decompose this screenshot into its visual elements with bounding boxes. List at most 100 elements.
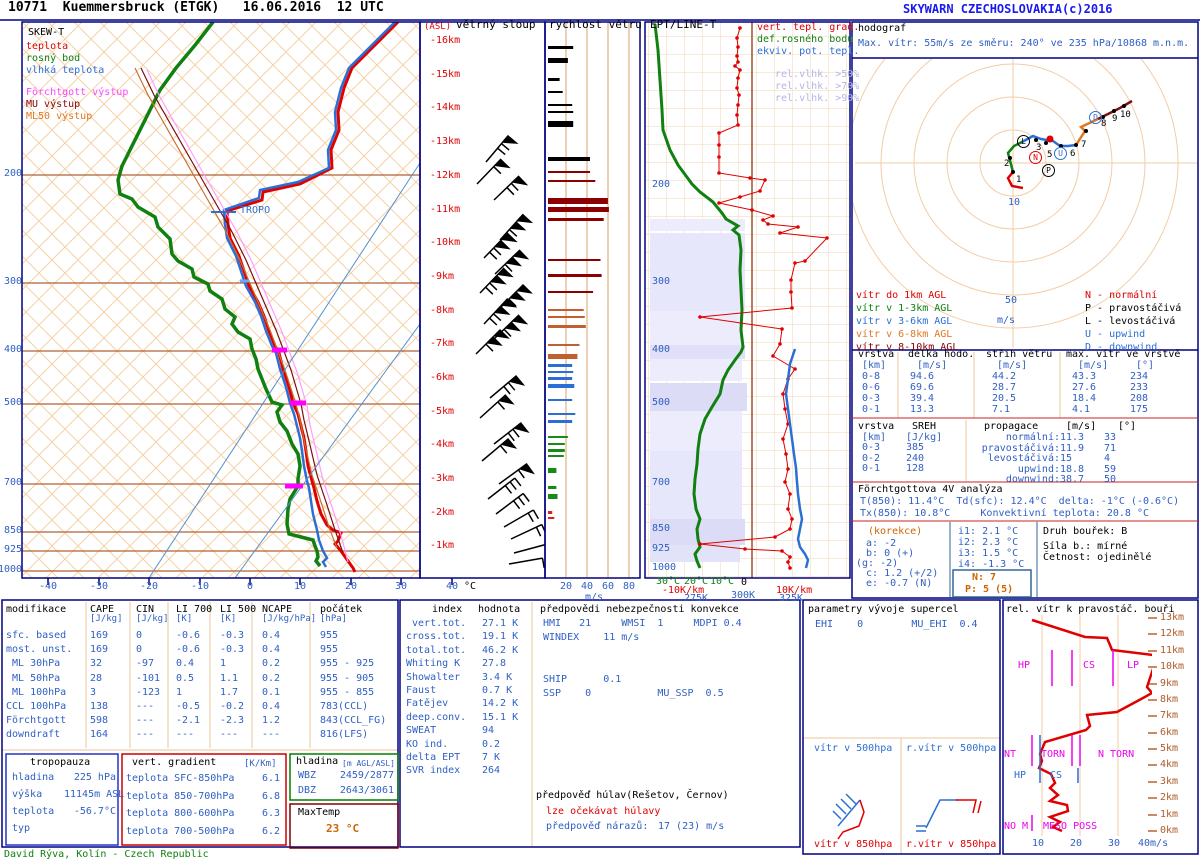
hodo-km-number: 10: [1120, 110, 1131, 120]
table-cell: 4.1: [1072, 404, 1091, 415]
hodo-km-dots: [1011, 170, 1015, 174]
table-cell: 233: [1130, 382, 1149, 393]
hodo-legend-item: N - normální: [1085, 290, 1158, 301]
table-cell: 0-1: [862, 463, 881, 474]
temp-axis-label: 10: [294, 581, 307, 592]
km-label: -2km: [430, 507, 455, 518]
table-cell: 0.2: [262, 672, 281, 684]
supercel-title: parametry vývoje supercel: [808, 604, 959, 615]
modif-table: sfc. based 169 0 -0.6 -0.3 0.4 955 most. unst. 1…: [6, 630, 406, 744]
table-cell: 0.2: [262, 658, 281, 670]
column-header: [m/s]: [1066, 421, 1097, 432]
table-cell: 816(LFS): [320, 729, 369, 741]
korekce-item: c: 1.2 (+/2): [860, 568, 939, 579]
mu-ascent: [140, 67, 344, 554]
storm-zone-label: CS: [1083, 660, 1096, 671]
table-row: ML 100hPa 3 -123 1 1.7 0.1 955 - 855: [6, 687, 406, 701]
pressure-label: 500: [652, 397, 671, 408]
wind-speed-bar: [548, 443, 565, 445]
ring-label: 10: [1008, 197, 1021, 208]
relwind-km-ticks: [1148, 617, 1157, 832]
table-cell: 0-2: [862, 452, 881, 464]
table-row: Whiting K 27.8: [406, 658, 540, 671]
km-label: -8km: [430, 305, 455, 316]
table-cell: 2459/2877: [339, 770, 394, 781]
table-row: 0-3 385: [862, 442, 956, 453]
table-cell: 11145m ASL: [64, 789, 125, 800]
table-cell: ---: [262, 729, 281, 741]
table-dividers: [2, 352, 1061, 854]
wind-speed-bar: [548, 78, 560, 81]
storm-zone-label: NT: [1004, 749, 1017, 760]
speed-axis-label: 20: [560, 581, 573, 592]
column-header: propagace: [984, 421, 1039, 432]
wind-barb: [508, 557, 545, 569]
wind-speed-bar: [548, 198, 608, 204]
table-cell: 264: [482, 765, 501, 777]
temp-axis-label: -30: [90, 581, 109, 592]
table-cell: teplota 700-500hPa: [126, 825, 235, 837]
gust-value: 17 (23) m/s: [658, 821, 725, 832]
table-cell: vert.tot.: [406, 618, 467, 629]
storm-zone-label: TORN: [1041, 749, 1066, 760]
table-cell: 3: [90, 686, 97, 698]
page-title: 10771 Kuemmersbruck (ETGK) 16.06.2016 12…: [8, 0, 384, 15]
shear-table: 0-8 94.6 44.2 43.3 234 0-6 69.6 28.7 27.6 233 0-3 3…: [862, 371, 1170, 415]
hodo-letter-L: L: [1017, 135, 1030, 148]
modif-units: [J/kg] [J/kg] [K] [K] [J/kg/hPa] [hPa]: [6, 614, 406, 624]
wind-speed-bar: [548, 46, 574, 49]
hodo-legend-item: P - pravostáčivá: [1085, 303, 1182, 314]
hodo-6-8km: [1074, 117, 1099, 146]
wind-barb: [513, 543, 545, 554]
pressure-label: 850: [4, 525, 23, 536]
pressure-label: 200: [4, 168, 23, 179]
speed-axis-label: 40: [581, 581, 594, 592]
table-cell: delta EPT: [406, 751, 461, 763]
wind-speed-bar: [548, 121, 574, 127]
table-row: vert.tot. 27.1 K: [406, 618, 540, 631]
dewpoint-curve: [116, 22, 322, 568]
table-cell: -0.3: [220, 644, 245, 656]
table-cell: upwind:: [1017, 463, 1060, 475]
table-cell: 1.7: [220, 686, 239, 698]
wind-speed-bar: [548, 494, 558, 499]
axis-label: 40m/s: [1138, 838, 1169, 849]
table-row: teplota 800-600hPa 6.3: [126, 808, 280, 826]
wind-barb: [487, 477, 522, 500]
table-cell: 0.4: [262, 700, 281, 712]
instability-value: i1: 2.1 °C: [958, 526, 1019, 537]
table-cell: [J/kg/hPa]: [262, 614, 317, 624]
column-header: vrstva: [858, 349, 895, 360]
table-row: SWEAT 94: [406, 725, 540, 738]
wind-speed-bar: [548, 171, 590, 173]
wind-speed-bar: [548, 364, 573, 367]
ept-lapse-curve: [699, 27, 829, 569]
hodo-letter-D: D: [1089, 111, 1102, 124]
hodo-storm-dot: [1046, 135, 1054, 143]
hladina-box: [289, 753, 399, 801]
wind-barb: [483, 298, 518, 326]
forch-dividers: [949, 522, 1038, 597]
wind500-barb: [837, 799, 861, 827]
km-label: 6km: [1160, 727, 1179, 738]
ept-legend-item: rel.vlhk. >90%: [775, 93, 860, 104]
table-cell: 28: [90, 672, 103, 684]
column-unit: [°]: [1136, 360, 1155, 371]
hodo-max-wind: Max. vítr: 55m/s ze směru: 240° ve 235 h…: [858, 38, 1190, 49]
table-cell: 783(CCL): [320, 700, 369, 712]
ept-dewdef-curve: [653, 23, 745, 569]
table-cell: -0.6: [176, 644, 201, 656]
table-row: levostáčivá: 15 4: [962, 453, 1134, 464]
maxtemp-value: 23 °C: [326, 822, 360, 835]
table-cell: -0.3: [220, 630, 245, 641]
table-row: Showalter 3.4 K: [406, 672, 540, 685]
ept-title: EPT/LINE-T: [650, 18, 717, 31]
wind-speed-bar: [548, 325, 586, 328]
table-cell: 0.4: [262, 630, 281, 641]
hodo-legend-item: vítr do 1km AGL: [856, 290, 947, 301]
km-label: 8km: [1160, 694, 1179, 705]
table-row: downdraft 164 --- --- --- --- 816(LFS): [6, 729, 406, 743]
wind-barb: [479, 394, 515, 419]
wind-barb: [479, 267, 514, 295]
rwind500-line: [925, 799, 958, 829]
